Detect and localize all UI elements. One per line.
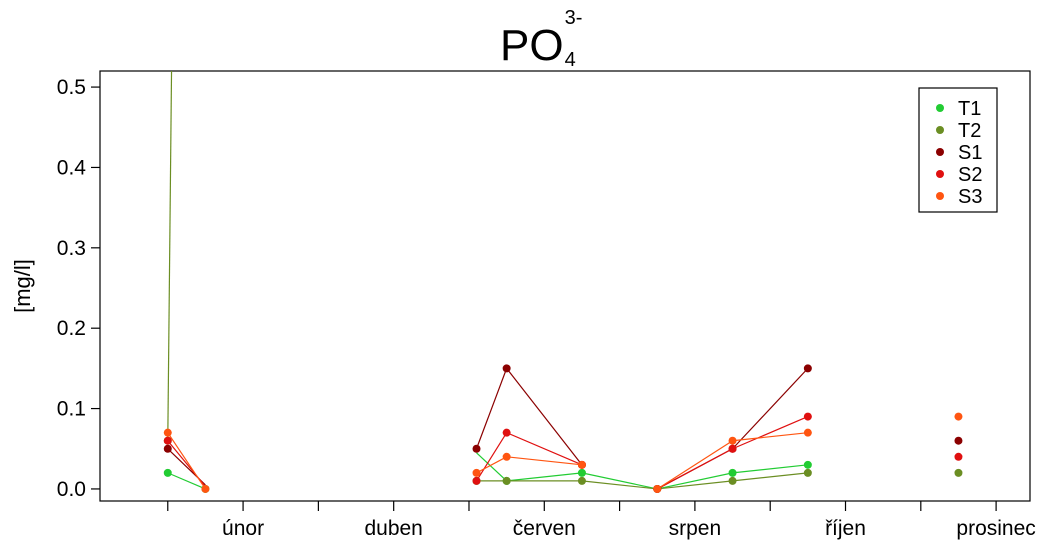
data-point-t1 (163, 468, 172, 477)
x-tick-label: srpen (669, 517, 722, 540)
data-point-t2 (954, 468, 963, 477)
y-tick-label: 0.0 (57, 478, 86, 501)
data-point-s3 (201, 484, 210, 493)
plot-frame (99, 70, 1031, 502)
series-line-t1 (167, 472, 206, 490)
data-point-s3 (577, 460, 586, 469)
series-lines (167, 71, 809, 490)
series-line-s1 (475, 368, 508, 449)
data-point-s2 (163, 436, 172, 445)
series-line-s2 (732, 416, 809, 450)
plot-area (163, 71, 963, 493)
series-line-s3 (476, 456, 507, 474)
data-point-s3 (653, 484, 662, 493)
legend-marker-s1 (936, 148, 944, 156)
series-line-s3 (732, 432, 808, 442)
series-line-t1 (476, 452, 508, 482)
y-tick-label: 0.3 (57, 237, 86, 260)
series-line-s2 (656, 448, 733, 490)
data-point-s1 (954, 436, 963, 445)
legend-marker-t1 (936, 104, 944, 112)
data-point-t1 (803, 460, 812, 469)
y-axis: 0.0 0.1 0.2 0.3 0.4 0.5 (57, 76, 100, 501)
data-point-s1 (803, 364, 812, 373)
legend-label-s3: S3 (958, 186, 982, 208)
x-tick-label: duben (364, 517, 422, 540)
x-tick-label: prosinec (956, 517, 1035, 540)
series-line-s3 (656, 440, 733, 490)
data-point-t1 (577, 468, 586, 477)
series-line-s1 (732, 367, 809, 450)
series-line-t1 (581, 472, 658, 490)
y-tick-label: 0.1 (57, 398, 86, 421)
y-tick-label: 0.4 (57, 156, 87, 179)
data-point-s3 (163, 428, 172, 437)
series-line-s3 (167, 432, 206, 490)
series-line-s1 (506, 368, 583, 466)
series-line-t1 (657, 472, 733, 490)
series-line-s2 (476, 432, 508, 482)
series-line-s3 (506, 456, 583, 466)
data-point-t2 (577, 476, 586, 485)
series-line-s2 (506, 432, 583, 466)
x-tick-label: únor (222, 517, 264, 540)
x-tick-label: říjen (825, 517, 866, 540)
legend-label-t1: T1 (958, 98, 981, 120)
data-point-s1 (163, 444, 172, 453)
legend-marker-s2 (936, 170, 944, 178)
data-point-s3 (803, 428, 812, 437)
chart-title: PO (500, 21, 564, 70)
data-point-t2 (803, 468, 812, 477)
data-point-t1 (728, 468, 737, 477)
data-point-s2 (728, 444, 737, 453)
x-axis: únor duben červen srpen říjen prosinec (167, 501, 1036, 540)
data-point-s2 (502, 428, 511, 437)
series-line-t2 (581, 480, 658, 490)
legend-box (918, 87, 998, 213)
legend-label-s1: S1 (958, 142, 982, 164)
legend-label-s2: S2 (958, 164, 982, 186)
legend-label-t2: T2 (958, 120, 981, 142)
data-point-s3 (728, 436, 737, 445)
series-line-t1 (506, 472, 583, 482)
data-point-s3 (502, 452, 511, 461)
x-tick-label: červen (513, 517, 576, 540)
series-line-t1 (732, 464, 808, 474)
data-point-s2 (954, 452, 963, 461)
y-axis-label: [mg/l] (10, 259, 35, 313)
chart-title-superscript: 3- (565, 7, 583, 29)
series-line-t2 (657, 480, 733, 490)
chart-title-subscript: 4 (565, 49, 576, 71)
legend-marker-s3 (936, 192, 944, 200)
y-tick-label: 0.2 (57, 317, 86, 340)
series-points (163, 364, 963, 493)
data-point-s2 (803, 412, 812, 421)
data-point-s3 (472, 468, 481, 477)
data-point-t2 (728, 476, 737, 485)
data-point-t2 (502, 476, 511, 485)
y-tick-label: 0.5 (57, 76, 86, 99)
data-point-s1 (472, 444, 481, 453)
data-point-s1 (502, 364, 511, 373)
data-point-s2 (472, 476, 481, 485)
series-line-t2 (732, 472, 808, 482)
data-point-s3 (954, 412, 963, 421)
series-line-t2 (167, 71, 173, 441)
legend-marker-t2 (936, 126, 944, 134)
